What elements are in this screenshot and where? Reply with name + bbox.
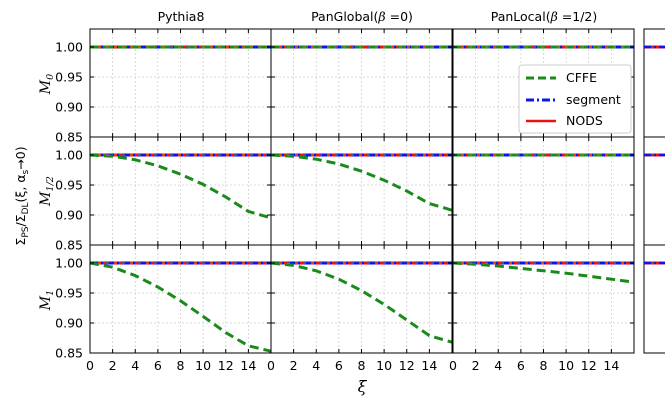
- panel-m1-2-panlocal-1-2: [452, 136, 635, 246]
- x-tick-label: 10: [558, 358, 574, 373]
- legend: CFFE segment NODS: [518, 64, 632, 134]
- y-tick-label: 1.00: [55, 40, 83, 55]
- x-tick-label: 14: [603, 358, 619, 373]
- x-tick-label: 14: [421, 358, 437, 373]
- row-label-m1-2: M1/2: [38, 176, 56, 207]
- series-line-cffe: [270, 261, 453, 344]
- panel-m1-pythia8: 0.850.900.951.000 2 4 6 8 10 12 14: [55, 244, 272, 373]
- y-tick-label: 1.00: [55, 256, 83, 271]
- column-title-panglobal: PanGlobal(β =0): [311, 9, 413, 24]
- x-axis-label: ξ: [358, 377, 368, 396]
- panel-m0-pythia8: 0.85 0.90 0.95 1.00: [55, 28, 272, 145]
- x-tick-label: 14: [240, 358, 256, 373]
- column-title-pythia8: Pythia8: [158, 9, 205, 24]
- ylabel-ps: PS: [21, 226, 31, 237]
- ylabel-s: s: [21, 169, 31, 174]
- x-tick-label: 12: [581, 358, 597, 373]
- x-tick-label: 4: [131, 358, 139, 373]
- y-tick-label: 0.95: [55, 178, 83, 193]
- panel-m1-panglobal-0: 0 2 4 6 8 10 12 14: [267, 244, 453, 373]
- x-tick-label: 4: [494, 358, 502, 373]
- ylabel-slash: /Σ: [13, 214, 28, 226]
- x-tick-label: 2: [290, 358, 298, 373]
- x-tick-label: 6: [517, 358, 525, 373]
- ylabel-tail: →0): [13, 146, 28, 169]
- x-tick-label: 4: [312, 358, 320, 373]
- x-tick-label: 0: [449, 358, 457, 373]
- x-tick-label: 0: [86, 358, 94, 373]
- series-line-cffe: [89, 153, 272, 220]
- panels-grid: 0.85 0.90 0.95 1.00 0.85 0.90 0.95 1.00 0.85 0.90…: [55, 28, 635, 373]
- series-line-cffe: [452, 261, 635, 284]
- ylabel-sigma: Σ: [13, 238, 28, 246]
- y-tick-label: 0.90: [55, 100, 83, 115]
- x-tick-label: 2: [109, 358, 117, 373]
- y-tick-label: 0.85: [55, 346, 83, 361]
- y-tick-label: 0.90: [55, 208, 83, 223]
- beta-symbol: β =: [377, 9, 400, 24]
- legend-label-segment: segment: [566, 92, 621, 107]
- x-tick-label: 6: [154, 358, 162, 373]
- clipped-right-panels: [643, 28, 665, 354]
- column-title-panlocal: PanLocal(β =1/2): [491, 9, 598, 24]
- y-tick-label: 0.85: [55, 238, 83, 253]
- x-tick-label: 8: [540, 358, 548, 373]
- x-tick-label: 12: [399, 358, 415, 373]
- series-line-cffe: [270, 153, 453, 212]
- x-tick-label: 10: [376, 358, 392, 373]
- row-label-m1: M1: [38, 290, 56, 311]
- legend-label-nods: NODS: [566, 113, 603, 128]
- x-tick-label: 12: [218, 358, 234, 373]
- series-line-cffe: [89, 261, 272, 353]
- y-tick-label: 0.95: [55, 286, 83, 301]
- ylabel-args: (ξ, α: [13, 174, 28, 202]
- panel-m1-2-panglobal-0: [270, 136, 453, 246]
- y-tick-label: 0.85: [55, 130, 83, 145]
- y-tick-label: 0.95: [55, 70, 83, 85]
- beta-symbol-2: β =: [550, 9, 573, 24]
- x-tick-label: 0: [267, 358, 275, 373]
- x-tick-label: 10: [195, 358, 211, 373]
- y-tick-label: 0.90: [55, 316, 83, 331]
- ylabel-dl: DL: [21, 202, 31, 214]
- y-tick-label: 1.00: [55, 148, 83, 163]
- legend-box: [518, 64, 632, 134]
- panel-m1-panlocal-1-2: 0 2 4 6 8 10 12 14: [449, 244, 635, 373]
- legend-label-cffe: CFFE: [566, 70, 597, 85]
- panel-m1-2-pythia8: 0.85 0.90 0.95 1.00: [55, 136, 272, 253]
- x-tick-label: 8: [177, 358, 185, 373]
- y-super-label: ΣPS/ΣDL(ξ, αs→0): [13, 146, 31, 245]
- x-tick-label: 6: [335, 358, 343, 373]
- row-label-m0: M0: [38, 74, 56, 95]
- panel-m0-panglobal-0: [270, 28, 453, 138]
- x-tick-label: 2: [472, 358, 480, 373]
- x-tick-label: 8: [358, 358, 366, 373]
